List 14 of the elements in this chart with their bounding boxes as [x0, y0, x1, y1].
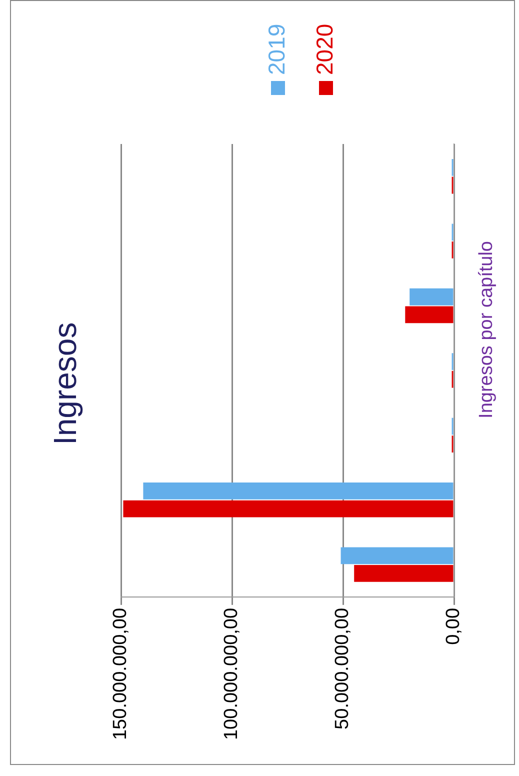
bar [143, 482, 454, 500]
bar [340, 547, 454, 564]
bar [123, 500, 454, 518]
bar [354, 565, 454, 582]
x-tick-label: 0,00 [443, 608, 464, 645]
text: Ingresos [47, 322, 83, 445]
x-tick-label: 50.000.000,00 [332, 608, 354, 730]
bar [405, 306, 454, 324]
x-tick-label: 150.000.000,00 [110, 608, 132, 740]
bar [410, 288, 454, 306]
x-tick-label: 100.000.000,00 [221, 608, 242, 740]
text: 2019 [263, 24, 290, 75]
text: 2020 [311, 24, 338, 75]
y-axis-title: Ingresos por capítulo [476, 241, 497, 418]
